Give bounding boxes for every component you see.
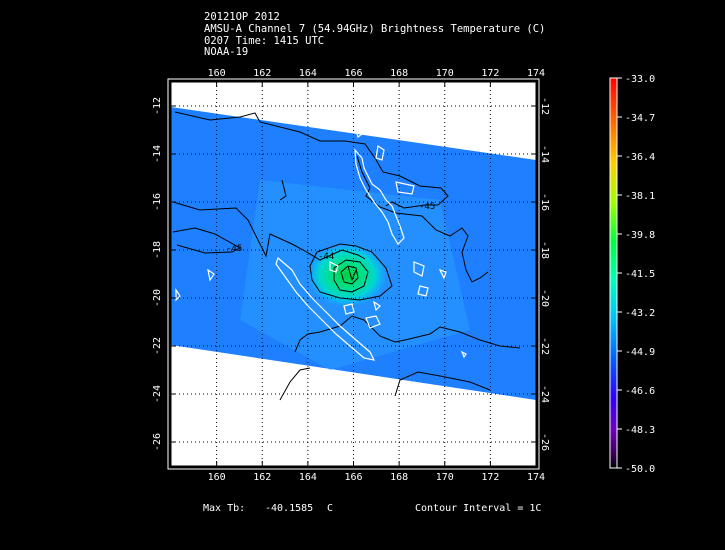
lon-tick-label-bottom: 164 [299, 472, 317, 483]
contour-line [174, 111, 449, 209]
lat-tick-label-left: -12 [152, 97, 163, 115]
lat-tick-label-left: -14 [152, 145, 163, 163]
colorbar-tick-label: -34.7 [625, 113, 655, 124]
contour-line [394, 371, 491, 397]
lon-tick-label-bottom: 174 [527, 472, 545, 483]
coast-new-caledonia [275, 256, 376, 361]
lon-tick-label-bottom: 162 [253, 472, 271, 483]
contour-line [172, 227, 242, 254]
title-line-4: NOAA-19 [204, 46, 249, 58]
lat-tick-label-left: -20 [152, 289, 163, 307]
contour-line [347, 265, 357, 282]
lon-tick-label-bottom: 166 [344, 472, 362, 483]
coast-misc [175, 268, 467, 359]
lat-tick-label-right: -24 [539, 385, 550, 403]
lat-tick-label-right: -22 [539, 337, 550, 355]
lat-tick-label-right: -26 [539, 433, 550, 451]
coast-fiji-side [413, 261, 429, 297]
contour-label: -45 [226, 244, 242, 254]
map-axes: 160 160 162 162 164 164 166 166 168 168 170 170 172 1… [152, 68, 550, 483]
colorbar [609, 77, 618, 469]
lat-tick-label-left: -26 [152, 433, 163, 451]
contour-line [294, 315, 521, 353]
coastlines [175, 93, 467, 361]
lat-tick-label-right: -20 [539, 289, 550, 307]
colorbar-tick-label: -48.3 [625, 425, 655, 436]
plot-outer-frame [167, 78, 540, 470]
coast-vanuatu [354, 148, 405, 245]
lon-tick-label-top: 174 [527, 68, 545, 79]
lat-tick-label-left: -18 [152, 241, 163, 259]
lon-tick-label-bottom: 168 [390, 472, 408, 483]
coast-vanuatu-north [375, 144, 415, 195]
lat-tick-label-left: -16 [152, 193, 163, 211]
colorbar-tick-label: -43.2 [625, 308, 655, 319]
lat-tick-label-right: -18 [539, 241, 550, 259]
colorbar-tick-label: -41.5 [625, 269, 655, 280]
map-grid [171, 82, 536, 466]
colorbar-tick-label: -39.8 [625, 230, 655, 241]
lat-tick-label-right: -12 [539, 97, 550, 115]
colorbar-tick-label: -36.4 [625, 152, 655, 163]
lon-tick-label-top: 160 [208, 68, 226, 79]
lon-tick-label-top: 172 [481, 68, 499, 79]
lat-tick-label-right: -16 [539, 193, 550, 211]
contour-line [333, 259, 369, 293]
lat-tick-label-left: -24 [152, 385, 163, 403]
contour-lines [172, 111, 521, 401]
lon-tick-label-bottom: 172 [481, 472, 499, 483]
colorbar-tick-label: -46.6 [625, 386, 655, 397]
title-line-3: 0207 Time: 1415 UTC [204, 35, 325, 47]
colorbar-tick-label: -44.9 [625, 347, 655, 358]
max-tb-label: Max Tb: [203, 503, 246, 514]
lon-tick-label-bottom: 160 [208, 472, 226, 483]
lon-tick-label-top: 170 [436, 68, 454, 79]
lat-tick-label-left: -22 [152, 337, 163, 355]
title-line-2: AMSU-A Channel 7 (54.94GHz) Brightness T… [204, 23, 546, 35]
colorbar-tick-label: -38.1 [625, 191, 655, 202]
colorbar-tick-label: -50.0 [625, 464, 655, 475]
title-line-1: 20121OP 2012 [204, 11, 280, 23]
lon-tick-label-top: 166 [344, 68, 362, 79]
contour-label: -44 [318, 252, 334, 262]
colorbar-tick-label: -33.0 [625, 74, 655, 85]
lon-tick-label-top: 164 [299, 68, 317, 79]
contour-line [309, 243, 393, 301]
max-tb-region [307, 243, 387, 307]
max-tb-value: -40.1585 [265, 503, 314, 514]
coast-solomon [207, 93, 369, 139]
coast-loyalty-islands [329, 261, 381, 329]
contour-interval: Contour Interval = 1C [415, 503, 542, 514]
contour-line [172, 201, 366, 261]
contour-line [279, 179, 287, 201]
contour-label: -45 [419, 202, 435, 212]
lon-tick-label-bottom: 170 [436, 472, 454, 483]
lat-tick-label-right: -14 [539, 145, 550, 163]
max-tb-unit: C [327, 503, 334, 514]
lon-tick-label-top: 162 [253, 68, 271, 79]
colorbar-ticks: -33.0 -34.7 -36.4 -38.1 -39.8 -41.5 -43.2 -44.9… [617, 74, 655, 475]
lon-tick-label-top: 168 [390, 68, 408, 79]
contour-line [279, 367, 311, 401]
